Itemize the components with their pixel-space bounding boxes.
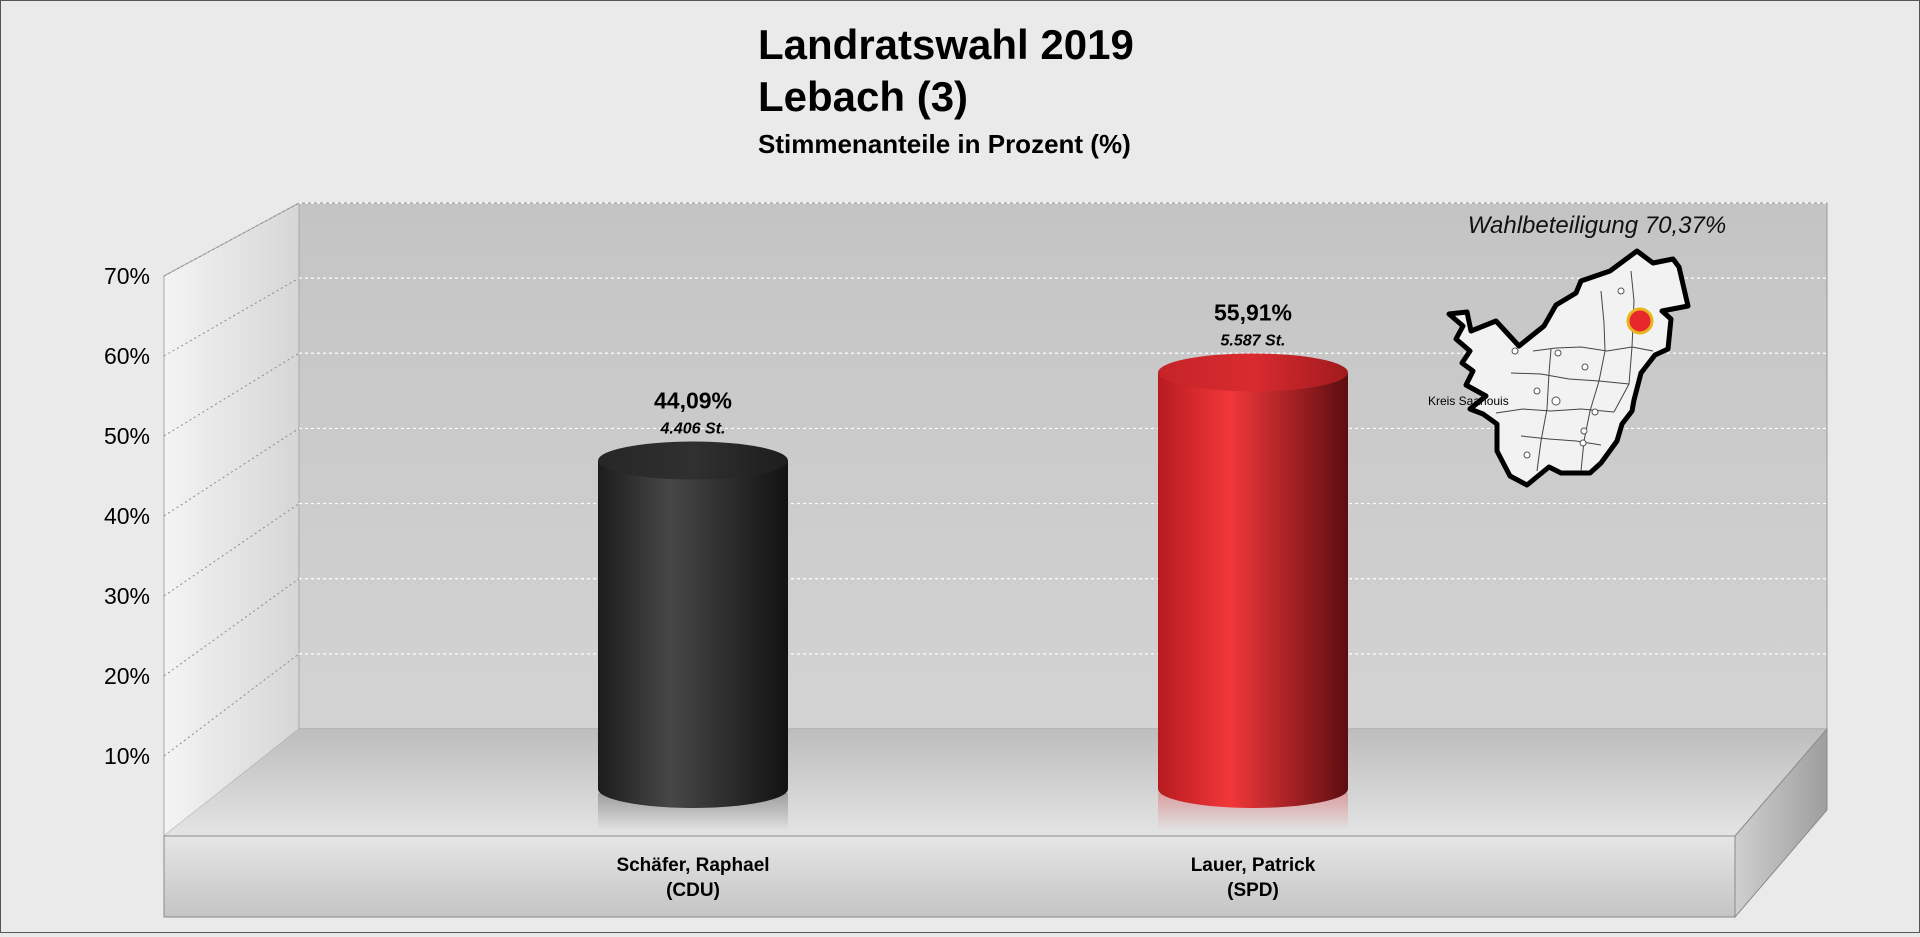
- bar-value-label: 55,91%: [1214, 299, 1292, 325]
- bar-value-label: 44,09%: [654, 388, 732, 414]
- bar: 55,91% 5.587 St.: [1158, 299, 1348, 831]
- map-label: Kreis Saarlouis: [1428, 394, 1509, 408]
- category-label-name: Lauer, Patrick: [1191, 855, 1316, 876]
- y-tick-label: 20%: [104, 663, 150, 689]
- gridline-side: [163, 277, 300, 357]
- y-tick-label: 50%: [104, 423, 150, 449]
- gridline-side: [163, 352, 300, 437]
- bars: 44,09% 4.406 St. 55,91% 5.587 St.: [598, 299, 1348, 831]
- floor: [164, 729, 1827, 836]
- chart-subtitle: Lebach (3): [758, 73, 968, 120]
- bar-body: [1158, 372, 1348, 808]
- y-axis-ticks: 10% 20% 30% 40% 50% 60% 70%: [104, 263, 150, 769]
- category-label-name: Schäfer, Raphael: [616, 855, 769, 876]
- bar: 44,09% 4.406 St.: [598, 388, 788, 831]
- district-map-outline: [1446, 248, 1691, 488]
- y-tick-label: 30%: [104, 583, 150, 609]
- y-tick-label: 60%: [104, 343, 150, 369]
- bar-votes-label: 4.406 St.: [660, 421, 726, 438]
- y-tick-label: 70%: [104, 263, 150, 289]
- municipality-borders: [1495, 270, 1654, 472]
- town-markers: [1511, 287, 1625, 459]
- category-label-party: (CDU): [666, 880, 720, 901]
- gridline-side: [163, 503, 300, 597]
- chart-title: Landratswahl 2019: [758, 21, 1134, 68]
- y-axis-label: Stimmenanteile in Prozent (%): [758, 129, 1131, 159]
- gridline-side: [163, 202, 300, 277]
- category-labels: Schäfer, Raphael (CDU) Lauer, Patrick (SPD): [616, 855, 1315, 901]
- y-tick-label: 10%: [104, 743, 150, 769]
- base-front: [163, 835, 1736, 918]
- bar-body: [598, 460, 788, 808]
- lebach-marker-icon: [1626, 307, 1654, 335]
- bar-top: [1158, 353, 1348, 392]
- bar-top: [598, 441, 788, 480]
- y-tick-label: 40%: [104, 503, 150, 529]
- category-label-party: (SPD): [1227, 880, 1279, 901]
- district-map: Kreis Saarlouis: [1428, 248, 1691, 488]
- turnout-annotation: Wahlbeteiligung 70,37%: [1468, 212, 1726, 239]
- bar-votes-label: 5.587 St.: [1221, 332, 1286, 349]
- gridline-side: [163, 653, 300, 757]
- base-side: [1734, 727, 1828, 919]
- gridline-side: [163, 428, 300, 517]
